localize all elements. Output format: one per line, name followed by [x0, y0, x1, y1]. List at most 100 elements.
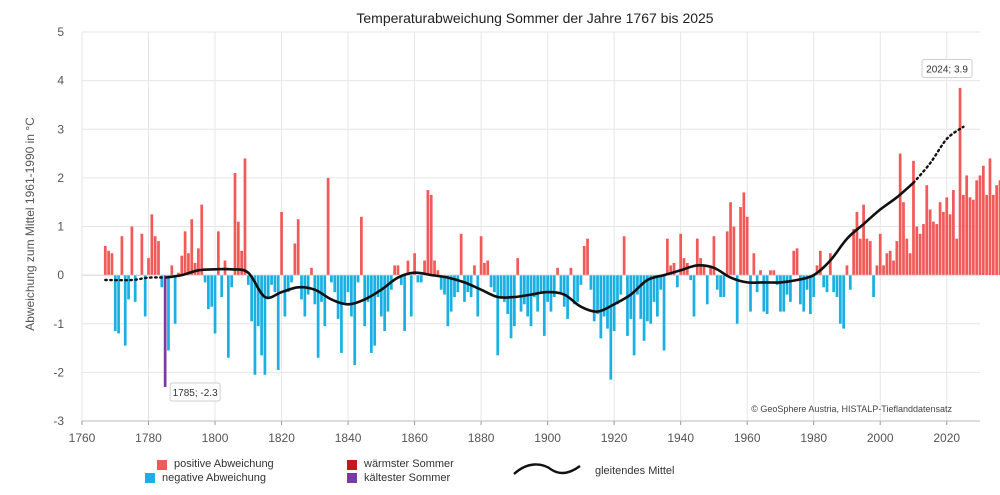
bar-1780	[147, 258, 150, 276]
bar-1936	[665, 238, 669, 276]
bar-1995	[862, 204, 865, 276]
legend-swatch-positive	[157, 460, 167, 470]
bar-1773	[123, 275, 127, 346]
bar-1810	[246, 275, 250, 285]
bar-1855	[396, 265, 400, 276]
bar-1971	[782, 275, 786, 312]
bar-1871	[449, 275, 453, 312]
bar-1893	[522, 275, 526, 305]
bar-1874	[459, 233, 463, 276]
bar-2017	[935, 224, 939, 276]
bar-1902	[552, 275, 556, 298]
bar-1947	[702, 265, 706, 276]
bar-2035	[995, 185, 998, 276]
bar-1989	[842, 275, 846, 329]
bar-1944	[692, 275, 696, 317]
bar-1975	[795, 248, 799, 276]
bar-2025	[962, 194, 965, 276]
bar-1959	[742, 192, 746, 276]
legend-label-mean: gleitendes Mittel	[595, 465, 675, 477]
bar-1868	[439, 275, 443, 290]
bar-2000	[878, 233, 882, 276]
x-tick-label: 1820	[268, 431, 295, 445]
bar-1835	[330, 275, 333, 283]
bar-1807	[236, 221, 240, 276]
bar-1976	[799, 275, 802, 305]
bar-1827	[303, 275, 307, 317]
bar-1817	[270, 275, 273, 285]
bar-1772	[120, 236, 124, 276]
x-tick-label: 1980	[800, 431, 827, 445]
bar-1888	[506, 275, 510, 315]
bar-1986	[832, 275, 836, 293]
bar-1935	[662, 275, 666, 351]
x-tick-label: 1780	[135, 431, 162, 445]
bar-1775	[130, 226, 134, 276]
copyright-note: © GeoSphere Austria, HISTALP-Tieflanddat…	[751, 404, 952, 414]
annotation-label: 2024; 3.9	[926, 64, 968, 75]
bar-1994	[858, 238, 862, 276]
bar-1993	[855, 211, 859, 276]
bar-1767	[103, 245, 107, 276]
x-tick-label: 1900	[534, 431, 561, 445]
bar-1852	[386, 275, 390, 312]
bar-1967	[769, 270, 772, 276]
bar-1861	[416, 275, 420, 283]
bar-1859	[409, 275, 413, 317]
y-tick-label: 4	[57, 74, 64, 88]
bar-1824	[293, 243, 297, 276]
y-axis-label: Abweichung zum Mittel 1961-1990 in °C	[23, 117, 37, 331]
bar-1933	[656, 275, 659, 317]
bar-1950	[712, 236, 716, 276]
bar-2015	[928, 209, 932, 276]
bar-1804	[226, 275, 230, 358]
bar-1892	[519, 275, 523, 312]
bar-1818	[273, 275, 277, 293]
bar-1982	[818, 250, 822, 276]
bar-1965	[762, 275, 766, 312]
bar-2024	[958, 87, 962, 276]
bar-1781	[150, 214, 154, 276]
chart-title: Temperaturabweichung Sommer der Jahre 17…	[356, 10, 713, 26]
y-tick-label: 5	[57, 25, 64, 39]
bar-2006	[898, 153, 902, 276]
axes: -3 -2 -1 0 1 2 3 4 5 1760 1780 1800 1820 1840 1860 1880…	[53, 25, 980, 445]
y-tick-label: 2	[57, 171, 64, 185]
x-tick-label: 2020	[933, 431, 960, 445]
bar-1829	[310, 267, 313, 276]
bar-1774	[127, 275, 130, 300]
bar-2011	[915, 226, 919, 276]
bar-1949	[709, 265, 712, 276]
annotations: 1785; -2.3 2024; 3.9	[169, 58, 973, 402]
bar-1800	[213, 275, 217, 334]
bar-1928	[639, 275, 643, 319]
bar-1867	[436, 270, 440, 276]
bar-2023	[955, 238, 959, 276]
y-tick-label: 3	[57, 122, 64, 136]
bar-1873	[456, 275, 460, 293]
bar-1946	[699, 258, 702, 276]
bar-1791	[183, 231, 187, 276]
legend-swatch-warmest	[347, 460, 357, 470]
bar-1823	[290, 275, 293, 283]
bar-1778	[140, 233, 144, 276]
moving-average-dotted-start	[104, 276, 167, 282]
x-tick-label: 2000	[867, 431, 894, 445]
bar-1905	[562, 275, 566, 307]
bar-1970	[779, 275, 782, 312]
bar-1814	[260, 275, 263, 356]
y-tick-label: 0	[57, 268, 64, 282]
bar-1945	[695, 238, 699, 276]
bar-1796	[200, 204, 204, 276]
x-tick-label: 1880	[468, 431, 495, 445]
bar-1917	[602, 275, 606, 317]
bar-1996	[865, 238, 869, 276]
bar-2026	[965, 175, 969, 276]
bar-2009	[908, 253, 912, 276]
bar-1771	[117, 275, 120, 334]
bar-2020	[945, 197, 949, 276]
bar-1849	[376, 275, 380, 298]
bar-1927	[636, 275, 639, 295]
bar-1930	[646, 275, 649, 322]
bar-1815	[263, 275, 267, 375]
